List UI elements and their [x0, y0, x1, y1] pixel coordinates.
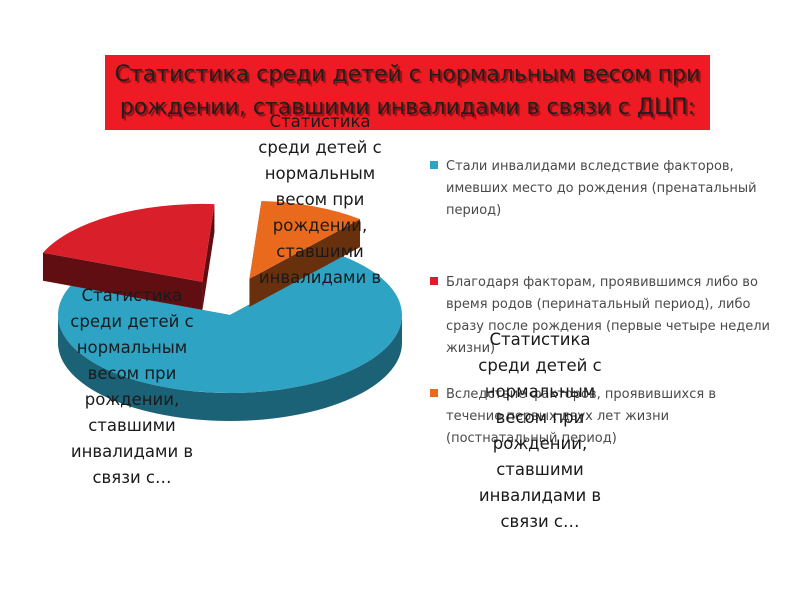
pie-top-prenatal [57, 255, 403, 393]
pie-slice-prenatal [57, 255, 403, 421]
pie-side-prenatal [58, 315, 402, 421]
title-banner [105, 55, 710, 130]
legend-swatch-prenatal [430, 161, 438, 169]
legend-swatch-postnatal [430, 389, 438, 397]
pie-top-postnatal [249, 201, 361, 279]
data-label-blue: Статистика среди детей с нормальным весо… [478, 330, 602, 531]
pie-top-perinatal [42, 203, 215, 282]
pie-face-perinatal-1 [202, 204, 215, 310]
data-label-red: Статистика среди детей с нормальным весо… [70, 286, 194, 487]
pie-face-perinatal-0 [42, 252, 203, 310]
legend-label-prenatal: Стали инвалидами вследствие факторов, им… [446, 159, 757, 218]
pie-slice-perinatal [42, 203, 215, 310]
data-label-orange: Статистика среди детей с нормальным весо… [258, 112, 382, 297]
legend-label-perinatal: Благодаря факторам, проявившимся либо во… [446, 275, 770, 356]
pie-slice-postnatal [249, 201, 361, 307]
chart-title: Статистика среди детей с нормальным весо… [114, 62, 701, 120]
legend-swatch-perinatal [430, 277, 438, 285]
legend-label-postnatal: Вследствие факторов, проявившихся в тече… [446, 387, 717, 446]
pie-face-postnatal-1 [249, 219, 361, 307]
